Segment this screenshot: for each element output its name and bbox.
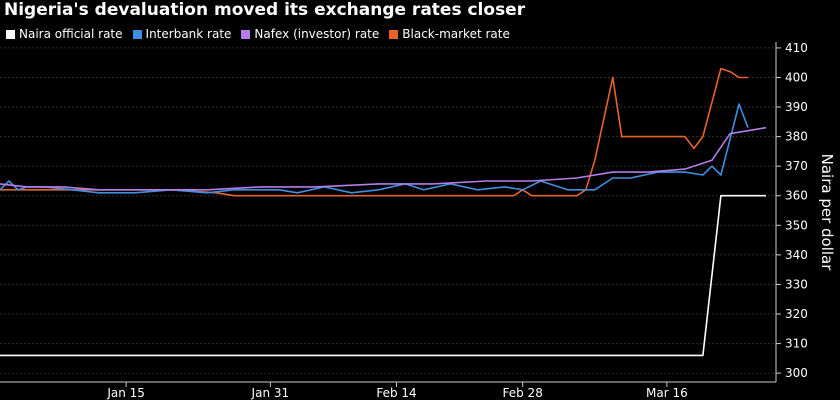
legend-item: Nafex (investor) rate	[241, 27, 379, 41]
y-tick-label: 340	[785, 248, 808, 262]
legend-label: Black-market rate	[402, 27, 510, 41]
y-tick-label: 330	[785, 277, 808, 291]
x-tick-label: Feb 28	[503, 386, 543, 400]
legend-swatch	[132, 29, 142, 39]
y-tick-label: 320	[785, 307, 808, 321]
y-tick-label: 380	[785, 130, 808, 144]
y-tick-label: 410	[785, 41, 808, 55]
y-tick-label: 360	[785, 189, 808, 203]
x-tick-label: Feb 14	[376, 386, 416, 400]
legend-label: Interbank rate	[145, 27, 232, 41]
series-layer	[0, 67, 767, 357]
legend-item: Black-market rate	[389, 27, 510, 41]
legend-item: Interbank rate	[132, 27, 232, 41]
grid-lines	[0, 47, 776, 374]
chart-title: Nigeria's devaluation moved its exchange…	[4, 0, 526, 20]
x-tick-label: Mar 16	[646, 386, 688, 400]
legend-item: Naira official rate	[6, 27, 123, 41]
y-tick-label: 400	[785, 70, 808, 84]
legend-swatch	[6, 29, 15, 39]
x-tick-label: Jan 31	[251, 386, 290, 400]
y-tick-label: 370	[785, 159, 808, 173]
y-tick-label: 350	[785, 218, 808, 232]
y-tick-label: 390	[785, 100, 808, 114]
legend: Naira official rate Interbank rate Nafex (…	[6, 27, 520, 41]
y-tick-label: 300	[785, 366, 808, 380]
series-line-interbank-rate	[0, 103, 749, 194]
legend-swatch	[241, 29, 251, 39]
axes: 300 310 320 330 340 350 360 370 380 390 400 410 Jan …	[0, 41, 836, 400]
series-line-nafex-investor-rate	[0, 126, 767, 191]
legend-label: Nafex (investor) rate	[254, 27, 380, 41]
legend-swatch	[389, 29, 399, 39]
x-tick-label: Jan 15	[106, 386, 145, 400]
legend-label: Naira official rate	[19, 27, 123, 41]
y-tick-label: 310	[785, 337, 808, 351]
y-axis-label: Naira per dollar	[818, 154, 836, 272]
series-line-naira-official-rate	[0, 194, 766, 357]
